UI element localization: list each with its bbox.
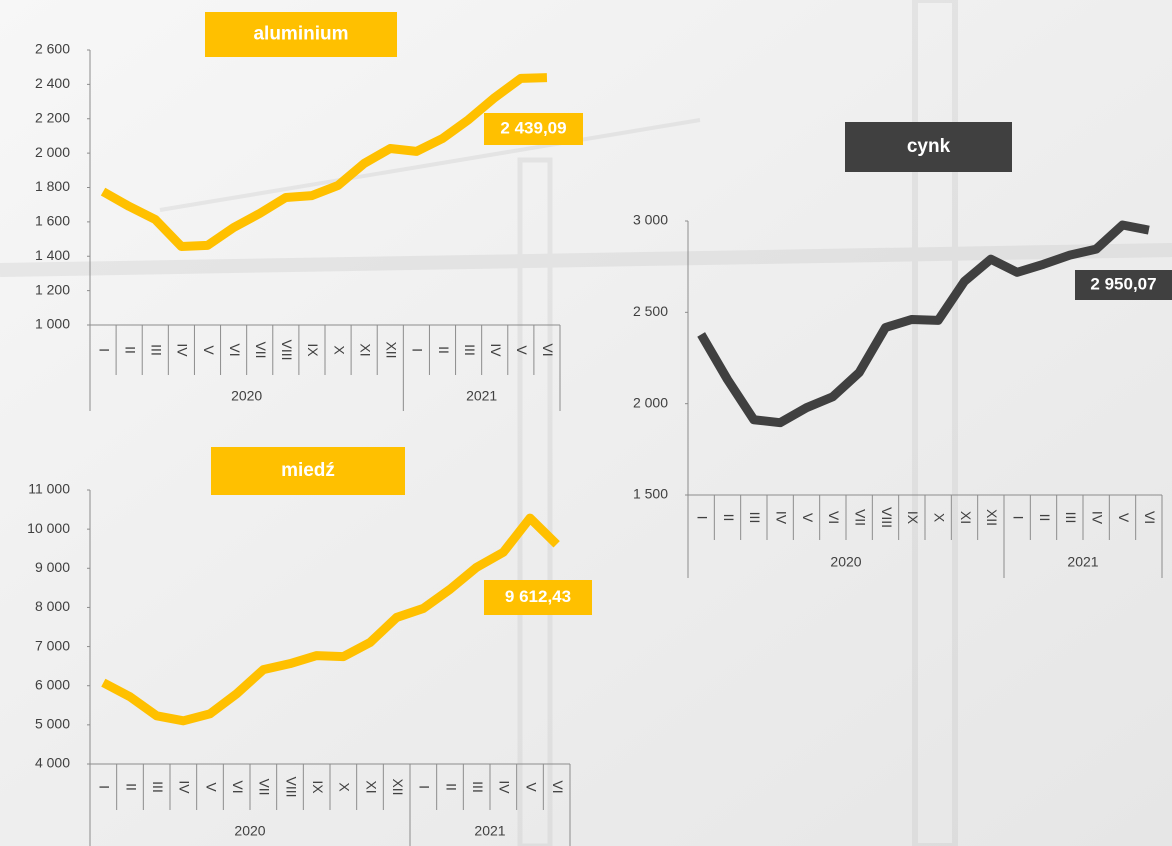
y-tick-label: 3 000: [633, 212, 668, 228]
x-tick-label: VI: [230, 780, 246, 793]
value-label-box: [1075, 270, 1172, 300]
x-tick-label: X: [331, 345, 347, 355]
x-tick-label: III: [150, 781, 166, 793]
x-group-label: 2021: [474, 823, 505, 839]
value-label-box: [484, 113, 583, 145]
x-tick-label: VI: [826, 511, 842, 524]
data-line: [100, 73, 548, 251]
x-tick-label: III: [470, 781, 486, 793]
x-tick-label: V: [203, 782, 219, 792]
x-tick-label: XII: [390, 778, 406, 795]
data-line: [697, 220, 1150, 428]
x-tick-label: I: [410, 348, 426, 352]
x-tick-label: IX: [905, 511, 921, 525]
x-tick-label: II: [443, 783, 459, 791]
x-group-label: 2020: [231, 388, 262, 404]
y-tick-label: 10 000: [27, 520, 70, 536]
x-tick-label: V: [201, 345, 217, 355]
x-tick-label: VI: [550, 780, 566, 793]
value-label: 2 439,09: [500, 118, 566, 137]
x-tick-label: XII: [984, 509, 1000, 526]
x-tick-label: III: [747, 512, 763, 524]
y-tick-label: 2 600: [35, 41, 70, 57]
x-tick-label: V: [800, 513, 816, 523]
y-tick-label: 2 200: [35, 109, 70, 125]
y-tick-label: 1 500: [633, 486, 668, 502]
x-tick-label: VIII: [279, 339, 295, 360]
y-tick-label: 6 000: [35, 676, 70, 692]
x-tick-label: I: [417, 785, 433, 789]
x-tick-label: XI: [357, 343, 373, 356]
x-tick-label: XI: [958, 511, 974, 524]
chart-title: cynk: [907, 136, 951, 157]
y-tick-label: 2 000: [633, 394, 668, 410]
data-line: [101, 513, 560, 726]
value-label: 9 612,43: [505, 587, 571, 606]
x-tick-label: XI: [363, 780, 379, 793]
x-tick-label: VII: [852, 509, 868, 526]
x-tick-label: II: [721, 514, 737, 522]
x-tick-label: V: [523, 782, 539, 792]
chart-title: miedź: [281, 460, 335, 481]
chart-title: aluminium: [253, 24, 348, 45]
y-tick-label: 9 000: [35, 559, 70, 575]
x-tick-label: VIII: [879, 507, 895, 528]
x-tick-label: I: [96, 348, 112, 352]
value-label: 2 950,07: [1090, 274, 1156, 293]
x-tick-label: II: [123, 783, 139, 791]
title-box: [211, 447, 405, 495]
title-box: [205, 12, 397, 57]
y-tick-label: 4 000: [35, 755, 70, 771]
x-tick-label: II: [436, 346, 452, 354]
x-tick-label: V: [1116, 513, 1132, 523]
x-tick-label: III: [462, 344, 478, 356]
x-tick-label: II: [122, 346, 138, 354]
x-tick-label: VII: [257, 778, 273, 795]
x-group-label: 2021: [1067, 554, 1098, 570]
x-tick-label: XII: [384, 341, 400, 358]
x-tick-label: II: [1037, 514, 1053, 522]
x-tick-label: IV: [773, 511, 789, 525]
x-tick-label: IV: [488, 343, 504, 357]
y-tick-label: 8 000: [35, 598, 70, 614]
x-group-label: 2021: [466, 388, 497, 404]
y-tick-label: 11 000: [28, 481, 70, 497]
y-tick-label: 1 600: [35, 213, 70, 229]
x-tick-label: III: [149, 344, 165, 356]
y-tick-label: 1 400: [35, 247, 70, 263]
x-tick-label: VI: [1142, 511, 1158, 524]
x-tick-label: VII: [253, 341, 269, 358]
x-tick-label: IV: [1089, 511, 1105, 525]
x-group-label: 2020: [830, 554, 861, 570]
x-tick-label: III: [1063, 512, 1079, 524]
x-tick-label: VI: [540, 343, 556, 356]
x-tick-label: IX: [305, 343, 321, 357]
x-tick-label: VI: [227, 343, 243, 356]
y-tick-label: 5 000: [35, 716, 70, 732]
y-tick-label: 7 000: [35, 637, 70, 653]
x-group-label: 2020: [234, 823, 265, 839]
x-tick-label: VIII: [283, 776, 299, 797]
y-tick-label: 2 500: [633, 303, 668, 319]
x-tick-label: X: [337, 782, 353, 792]
x-tick-label: I: [694, 516, 710, 520]
x-tick-label: IX: [310, 780, 326, 794]
title-box: [845, 122, 1012, 172]
y-tick-label: 1 200: [35, 281, 70, 297]
x-tick-label: IV: [175, 343, 191, 357]
y-tick-label: 2 000: [35, 144, 70, 160]
value-label-box: [484, 580, 592, 615]
x-tick-label: IV: [497, 780, 513, 794]
y-tick-label: 1 000: [35, 316, 70, 332]
y-tick-label: 1 800: [35, 178, 70, 194]
x-tick-label: I: [97, 785, 113, 789]
x-tick-label: IV: [177, 780, 193, 794]
x-tick-label: I: [1010, 516, 1026, 520]
x-tick-label: V: [514, 345, 530, 355]
x-tick-label: X: [931, 513, 947, 523]
y-tick-label: 2 400: [35, 75, 70, 91]
